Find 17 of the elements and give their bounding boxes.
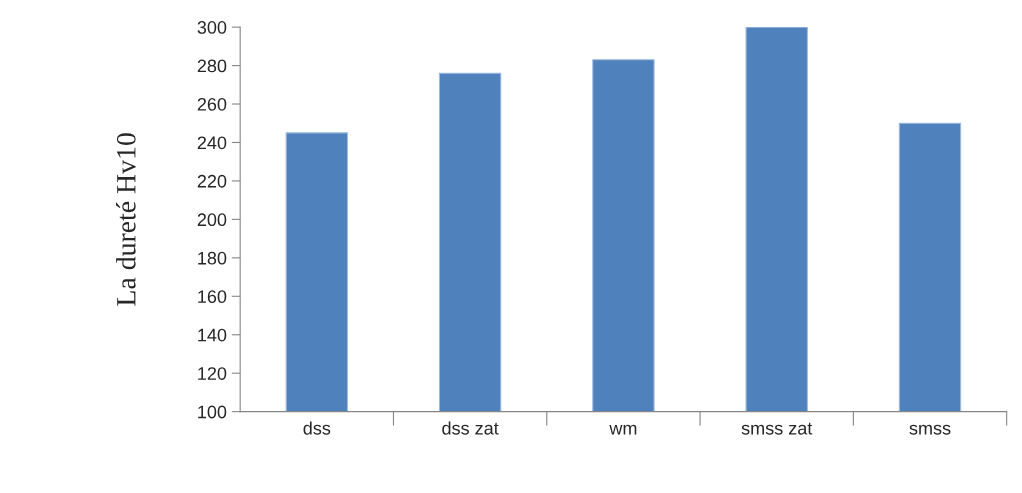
y-tick-label: 200: [197, 213, 227, 227]
y-tick-label: 280: [197, 59, 227, 73]
y-tick-label: 240: [197, 136, 227, 150]
x-tick-label: dss zat: [442, 421, 499, 435]
y-tick-label: 140: [198, 328, 227, 342]
x-tick-label: smss zat: [741, 422, 813, 435]
x-tick-label: wm: [609, 424, 637, 435]
y-tick-label: 220: [197, 174, 227, 188]
y-tick-label: 120: [198, 367, 227, 380]
y-axis-title: La dureté Hv10: [116, 133, 136, 306]
y-tick-label: 160: [198, 290, 227, 304]
y-tick-label: 180: [198, 251, 227, 265]
y-tick-label: 300: [197, 21, 227, 34]
x-tick-label: dss: [303, 421, 331, 435]
y-tick-label: 100: [198, 405, 227, 419]
x-tick-label: smss: [909, 424, 951, 435]
y-tick-label: 260: [197, 97, 227, 111]
